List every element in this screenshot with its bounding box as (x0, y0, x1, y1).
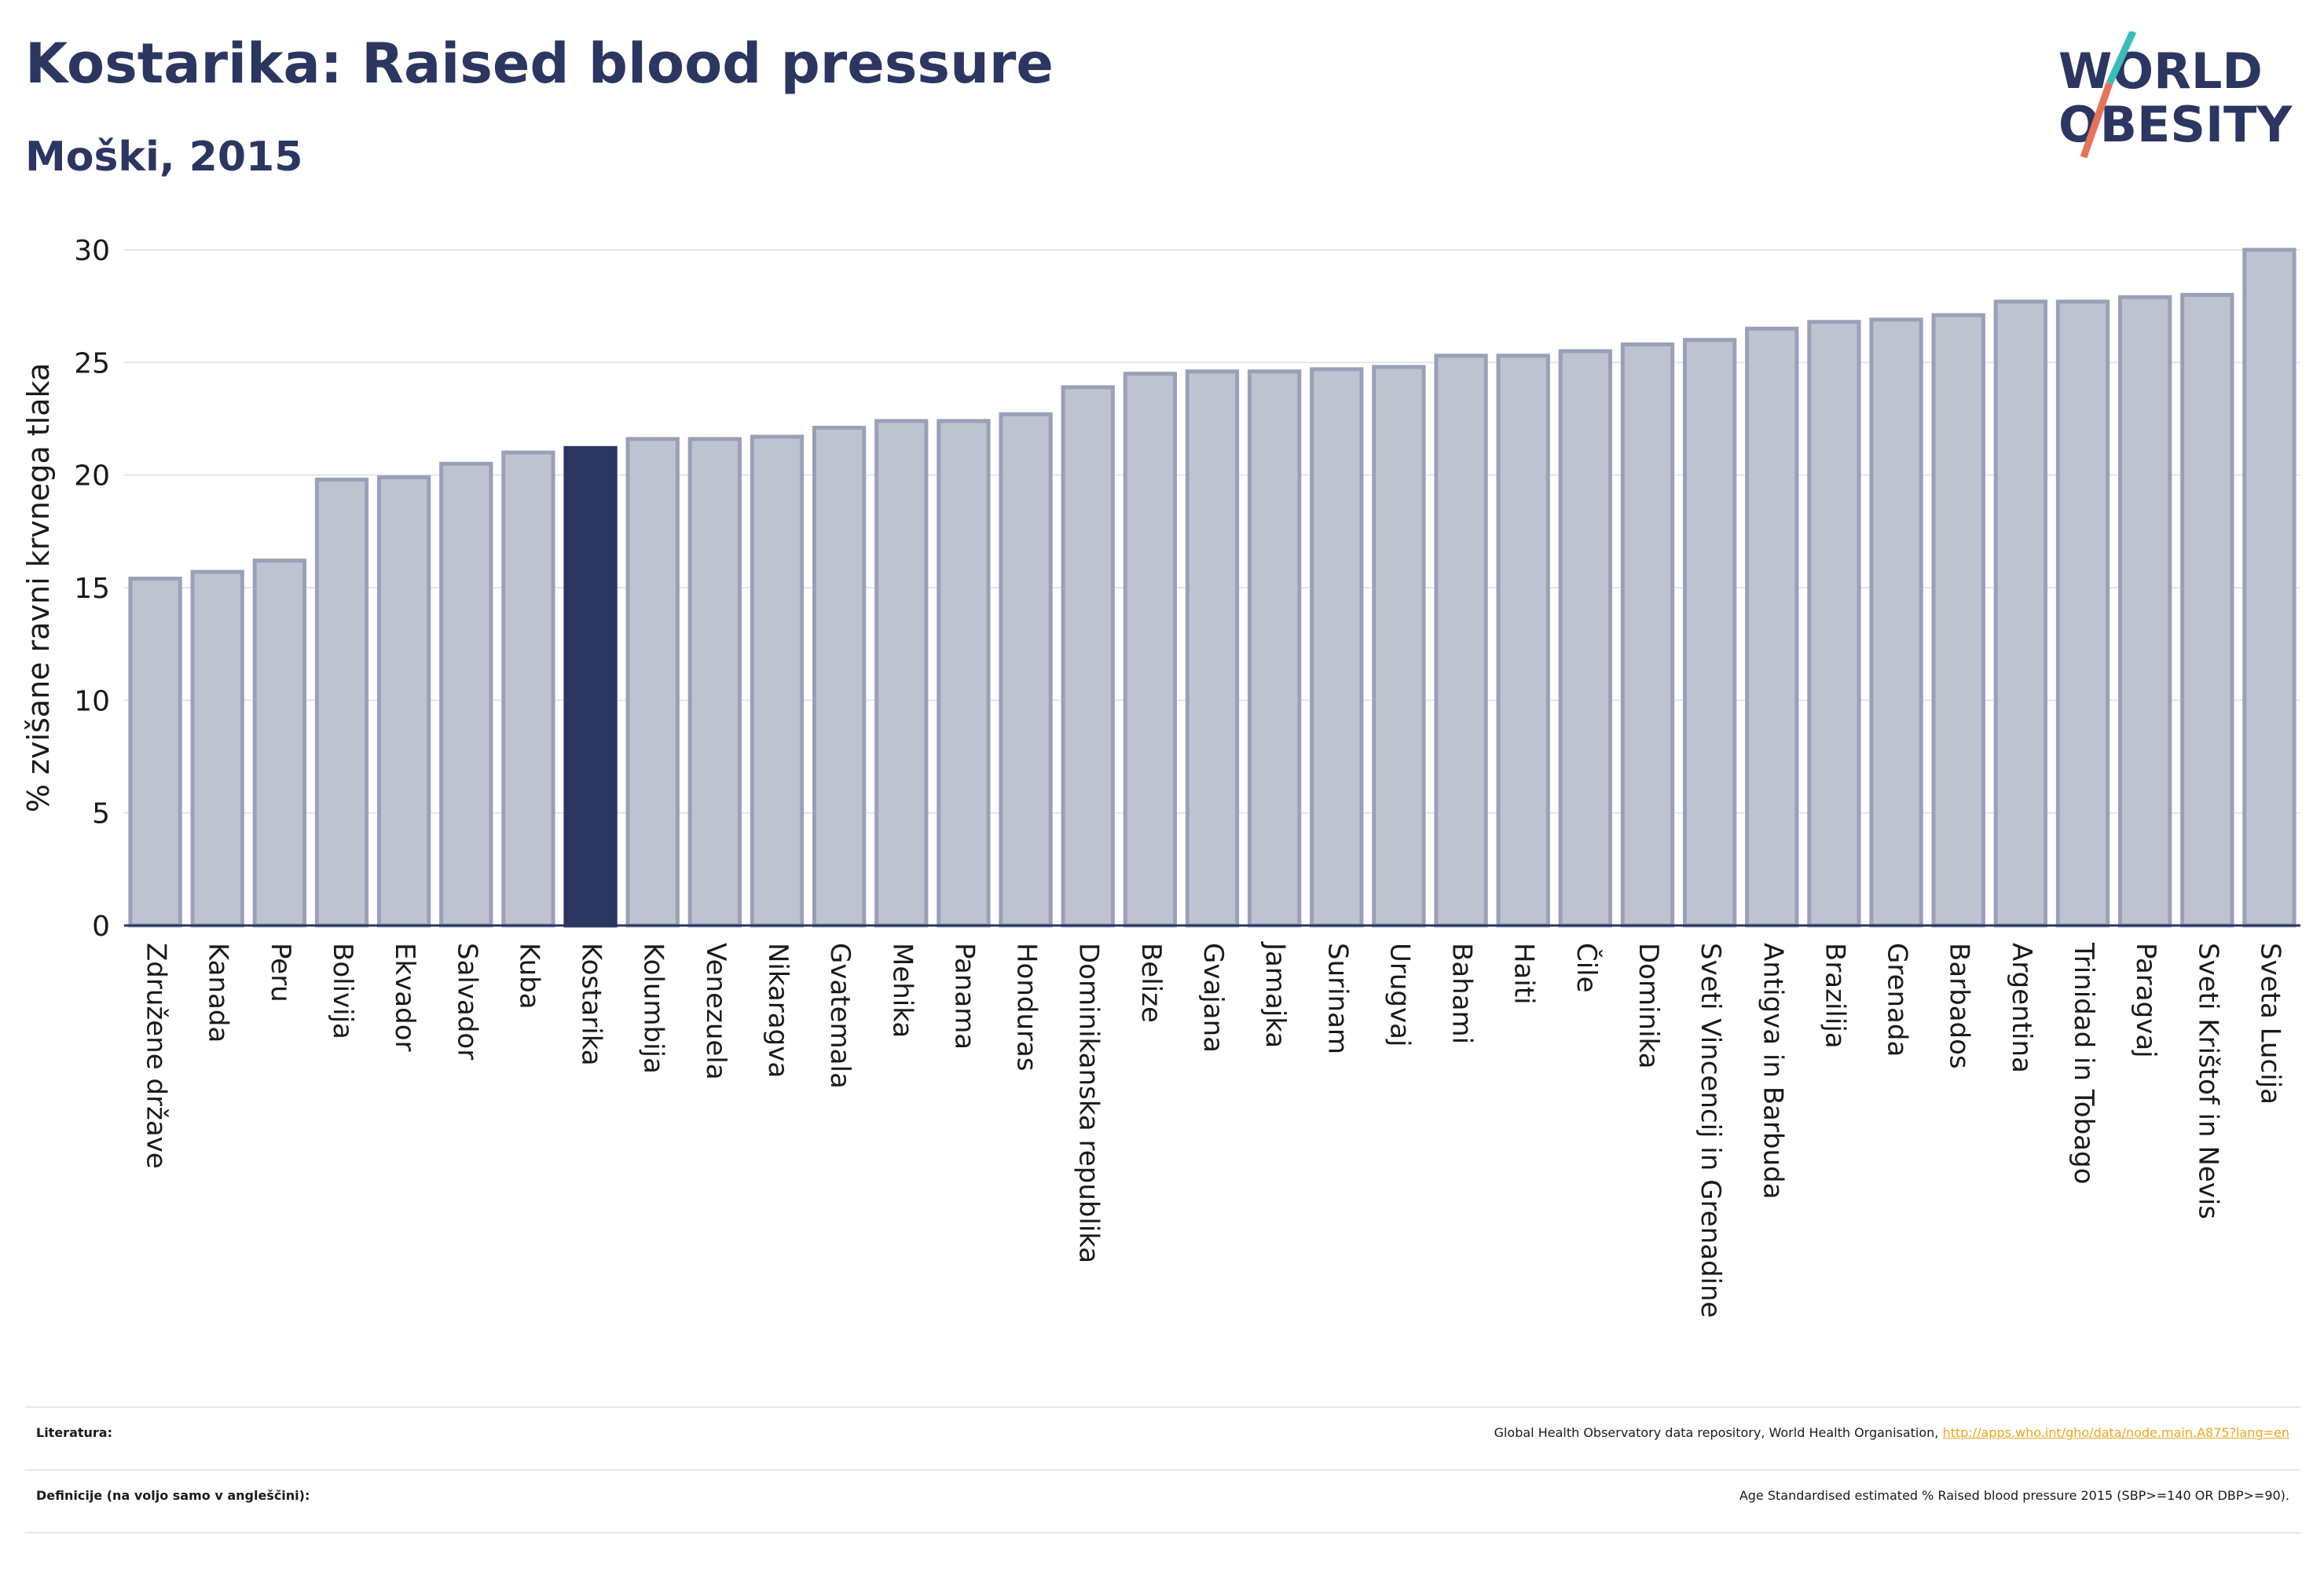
bar-2[interactable] (252, 559, 307, 928)
chart-title: Kostarika: Raised blood pressure (25, 31, 1054, 96)
world-obesity-logo: WORLD OBESITY (2058, 31, 2293, 159)
bar-21[interactable] (1434, 354, 1488, 928)
literature-text: Global Health Observatory data repositor… (1494, 1425, 1943, 1440)
bar-15[interactable] (1061, 385, 1115, 928)
x-tick-label: Dominika (1633, 943, 1664, 1068)
x-tick-label: Sveti Vincencij in Grenadine (1695, 943, 1726, 1318)
bar-31[interactable] (2055, 299, 2110, 928)
bar-4[interactable] (376, 475, 431, 928)
x-tick-label: Sveta Lucija (2254, 943, 2286, 1105)
x-tick-label: Brazilija (1819, 943, 1850, 1049)
bar-7[interactable] (563, 445, 618, 928)
x-tick-label: Honduras (1011, 943, 1043, 1072)
y-tick-label: 0 (92, 911, 110, 943)
bars (128, 247, 2297, 928)
x-tick-label: Venezuela (700, 943, 731, 1080)
bar-18[interactable] (1247, 369, 1302, 928)
bar-chart: 0 5 10 15 20 25 30 Združene države Kanada Peru Bo… (21, 235, 2300, 1318)
literature-link[interactable]: http://apps.who.int/gho/data/node.main.A… (1942, 1425, 2289, 1440)
bar-6[interactable] (501, 450, 555, 928)
bar-20[interactable] (1372, 365, 1426, 928)
y-tick-label: 5 (92, 798, 110, 830)
x-tick-label: Jamajka (1259, 941, 1291, 1048)
literature-source: Global Health Observatory data repositor… (1494, 1425, 2289, 1440)
bar-19[interactable] (1310, 367, 1364, 928)
bar-30[interactable] (1993, 299, 2048, 928)
x-tick-label: Haiti (1508, 943, 1540, 1005)
x-tick-label: Belize (1135, 943, 1167, 1023)
x-tick-label: Kanada (203, 943, 234, 1043)
footer-definitions: Definicije (na voljo samo v angleščini):… (25, 1469, 2300, 1534)
x-tick-label: Kolumbija (638, 943, 669, 1074)
bar-29[interactable] (1931, 313, 1985, 928)
x-tick-label: Panama (948, 943, 980, 1050)
x-tick-label: Surinam (1321, 943, 1353, 1054)
bar-28[interactable] (1869, 317, 1923, 928)
x-tick-label: Paragvaj (2130, 943, 2161, 1058)
x-tick-label: Bahami (1446, 943, 1478, 1044)
bar-13[interactable] (937, 419, 991, 928)
bar-27[interactable] (1807, 320, 1861, 928)
bar-3[interactable] (314, 477, 369, 928)
footer-divider (25, 1532, 2300, 1534)
y-tick-label: 15 (74, 573, 110, 605)
bar-10[interactable] (750, 434, 805, 928)
bar-25[interactable] (1682, 338, 1737, 928)
x-tick-label: Čile (1571, 943, 1603, 993)
bar-34[interactable] (2242, 247, 2297, 928)
bar-16[interactable] (1123, 372, 1178, 928)
y-tick-label: 10 (74, 685, 110, 717)
literature-label: Literatura: (36, 1425, 112, 1440)
x-tick-label: Sveti Krištof in Nevis (2192, 943, 2223, 1219)
y-axis-label: % zvišane ravni krvnega tlaka (21, 363, 56, 812)
x-tick-label: Urugvaj (1384, 943, 1415, 1046)
y-tick-label: 20 (74, 460, 110, 493)
x-axis-labels: Združene države Kanada Peru Bolivija Ekvador… (141, 941, 2286, 1318)
x-tick-label: Peru (265, 943, 296, 1002)
definitions-text: Age Standardised estimated % Raised bloo… (1739, 1488, 2289, 1503)
bar-24[interactable] (1620, 342, 1675, 928)
footer-literature: Literatura: Global Health Observatory da… (25, 1406, 2300, 1471)
x-tick-label: Antigva in Barbuda (1757, 943, 1788, 1199)
x-tick-label: Salvador (451, 943, 482, 1060)
x-tick-label: Trinidad in Tobago (2068, 942, 2099, 1184)
bar-17[interactable] (1185, 369, 1240, 928)
bar-12[interactable] (874, 419, 929, 928)
bar-33[interactable] (2180, 292, 2234, 928)
bar-1[interactable] (190, 570, 244, 928)
y-axis-ticks: 0 5 10 15 20 25 30 (74, 235, 110, 943)
svg-text:WORLD: WORLD (2058, 42, 2263, 100)
x-tick-label: Nikaragva (762, 943, 794, 1078)
bar-5[interactable] (439, 461, 493, 928)
x-tick-label: Združene države (141, 943, 172, 1169)
bar-0[interactable] (128, 577, 182, 928)
x-tick-label: Gvajana (1197, 943, 1229, 1053)
y-tick-label: 25 (74, 347, 110, 379)
bar-9[interactable] (687, 437, 742, 928)
bar-14[interactable] (999, 412, 1053, 928)
x-tick-label: Grenada (1882, 943, 1913, 1057)
bar-11[interactable] (812, 425, 867, 928)
bar-26[interactable] (1745, 326, 1799, 928)
bar-22[interactable] (1496, 354, 1550, 928)
bar-8[interactable] (625, 437, 680, 928)
bar-32[interactable] (2117, 295, 2172, 928)
x-tick-label: Kostarika (576, 943, 607, 1066)
y-tick-label: 30 (74, 235, 110, 267)
x-tick-label: Dominikanska republika (1073, 943, 1105, 1263)
x-tick-label: Argentina (2006, 943, 2037, 1073)
definitions-label: Definicije (na voljo samo v angleščini): (36, 1488, 310, 1503)
x-tick-label: Bolivija (327, 943, 358, 1039)
x-tick-label: Ekvador (389, 943, 420, 1052)
x-tick-label: Mehika (886, 943, 918, 1038)
chart-subtitle: Moški, 2015 (25, 134, 303, 181)
bar-23[interactable] (1558, 349, 1613, 928)
x-tick-label: Barbados (1944, 943, 1975, 1069)
x-tick-label: Gvatemala (824, 943, 856, 1089)
x-tick-label: Kuba (513, 943, 544, 1010)
